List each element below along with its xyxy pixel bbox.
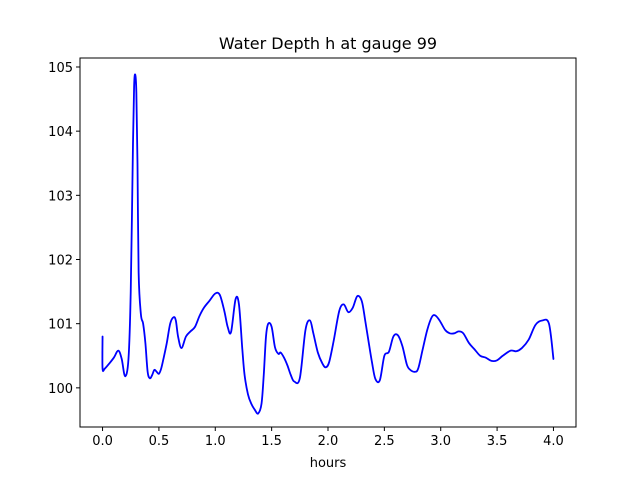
x-tick-label: 3.5 [487,434,508,449]
x-tick-label: 2.0 [318,434,339,449]
x-tick-label: 1.0 [205,434,226,449]
plot-frame [79,57,577,428]
y-tick-label: 103 [48,189,73,204]
x-tick-label: 2.5 [374,434,395,449]
x-tick-label: 1.5 [261,434,282,449]
y-tick-label: 100 [48,382,73,397]
x-tick-label: 0.0 [92,434,113,449]
series-line [101,73,555,415]
x-tick-label: 3.0 [430,434,451,449]
y-tick-label: 101 [48,318,73,333]
y-tick-label: 105 [48,61,73,76]
y-axis-ticks: 100 101 102 103 104 105 [48,61,80,397]
y-tick-label: 104 [48,125,73,140]
x-tick-label: 0.5 [149,434,170,449]
x-axis-ticks: 0.0 0.5 1.0 1.5 2.0 2.5 3.0 3.5 4.0 [92,427,564,449]
y-tick-label: 102 [48,254,73,269]
x-axis-label: hours [310,456,347,471]
chart-title: Water Depth h at gauge 99 [219,34,437,53]
x-tick-label: 4.0 [543,434,564,449]
